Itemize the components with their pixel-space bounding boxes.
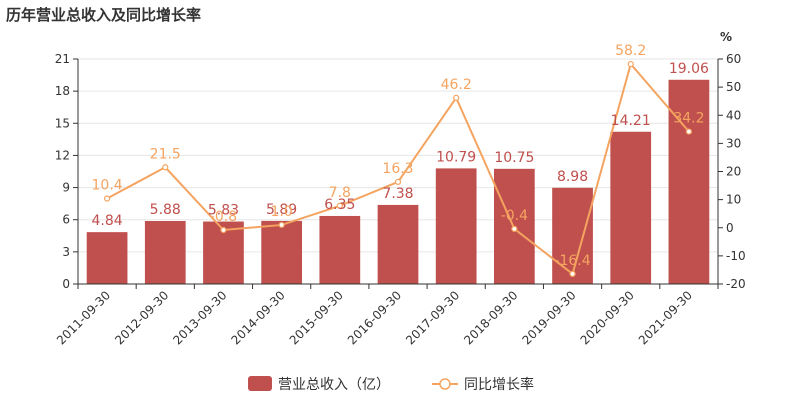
bar	[668, 79, 710, 285]
growth-value-label: -0.4	[501, 208, 528, 224]
x-tick-label: 2018-09-30	[461, 288, 520, 347]
right-tick-label: 0	[726, 221, 734, 235]
bar-value-label: 7.38	[382, 186, 413, 202]
x-tick-label: 2021-09-30	[636, 288, 695, 347]
bar	[261, 220, 302, 284]
growth-value-label: 1.0	[271, 204, 293, 220]
growth-value-label: 16.3	[382, 161, 413, 177]
right-tick-label: 30	[726, 136, 741, 150]
growth-point	[453, 94, 460, 101]
left-tick-label: 0	[62, 277, 70, 291]
growth-point	[103, 195, 111, 202]
growth-value-label: -16.4	[554, 253, 590, 269]
growth-point	[511, 225, 518, 232]
right-tick-label: 50	[726, 80, 741, 94]
growth-point	[162, 164, 169, 171]
bar-value-label: 19.06	[669, 61, 709, 77]
x-tick-label: 2020-09-30	[578, 288, 637, 347]
bar-value-label: 4.84	[92, 213, 123, 229]
bar	[552, 187, 593, 284]
bar-value-label: 10.75	[494, 150, 534, 166]
growth-point	[685, 128, 693, 135]
growth-point	[394, 178, 402, 186]
bar	[435, 168, 477, 284]
bar	[610, 131, 652, 284]
bar-value-label: 10.79	[436, 149, 476, 165]
growth-value-label: 46.2	[441, 77, 472, 93]
growth-point	[336, 202, 343, 209]
bar	[319, 215, 361, 284]
left-tick-label: 9	[62, 181, 70, 195]
chart-title: 历年营业总收入及同比增长率	[6, 6, 202, 24]
growth-value-label: -0.8	[210, 209, 237, 225]
legend-bar-swatch	[248, 376, 272, 391]
growth-point	[278, 221, 285, 229]
left-tick-label: 12	[55, 148, 70, 162]
growth-point	[220, 226, 227, 234]
right-tick-label: 40	[726, 108, 741, 122]
legend-line-marker	[439, 378, 451, 390]
right-tick-label: -20	[726, 277, 746, 291]
left-tick-label: 3	[62, 245, 70, 259]
x-tick-label: 2015-09-30	[287, 288, 346, 347]
growth-value-label: 10.4	[92, 178, 123, 194]
right-tick-label: 60	[726, 52, 741, 66]
growth-value-label: 7.8	[329, 185, 351, 201]
right-tick-label: 20	[726, 165, 741, 179]
bar-value-label: 14.21	[611, 113, 651, 129]
legend-line-label: 同比增长率	[464, 376, 534, 393]
right-tick-label: -10	[726, 249, 746, 263]
x-tick-label: 2012-09-30	[112, 288, 171, 347]
growth-value-label: 21.5	[150, 146, 181, 162]
x-tick-label: 2016-09-30	[345, 288, 404, 347]
x-tick-label: 2017-09-30	[403, 288, 462, 347]
bar-value-label: 5.89	[266, 202, 297, 218]
bar	[377, 204, 419, 284]
right-tick-label: 10	[726, 193, 741, 207]
bar-value-label: 6.35	[324, 197, 355, 213]
x-tick-label: 2014-09-30	[229, 288, 288, 347]
right-axis-unit: %	[720, 30, 732, 44]
bar	[144, 221, 186, 284]
bar-value-label: 8.98	[557, 169, 588, 185]
left-tick-label: 18	[55, 84, 70, 98]
left-tick-label: 6	[62, 213, 70, 227]
x-tick-label: 2013-09-30	[170, 288, 229, 347]
left-tick-label: 21	[55, 52, 70, 66]
x-tick-label: 2019-09-30	[519, 288, 578, 347]
bar	[86, 232, 128, 284]
x-tick-label: 2011-09-30	[54, 288, 113, 347]
growth-point	[627, 60, 634, 68]
bar-value-label: 5.83	[208, 203, 239, 219]
legend-bar-label: 营业总收入（亿）	[278, 377, 390, 393]
growth-value-label: 34.2	[673, 111, 704, 127]
growth-point	[569, 270, 576, 277]
left-tick-label: 15	[55, 116, 70, 130]
bar-value-label: 5.88	[150, 202, 181, 218]
growth-value-label: 58.2	[615, 43, 646, 59]
